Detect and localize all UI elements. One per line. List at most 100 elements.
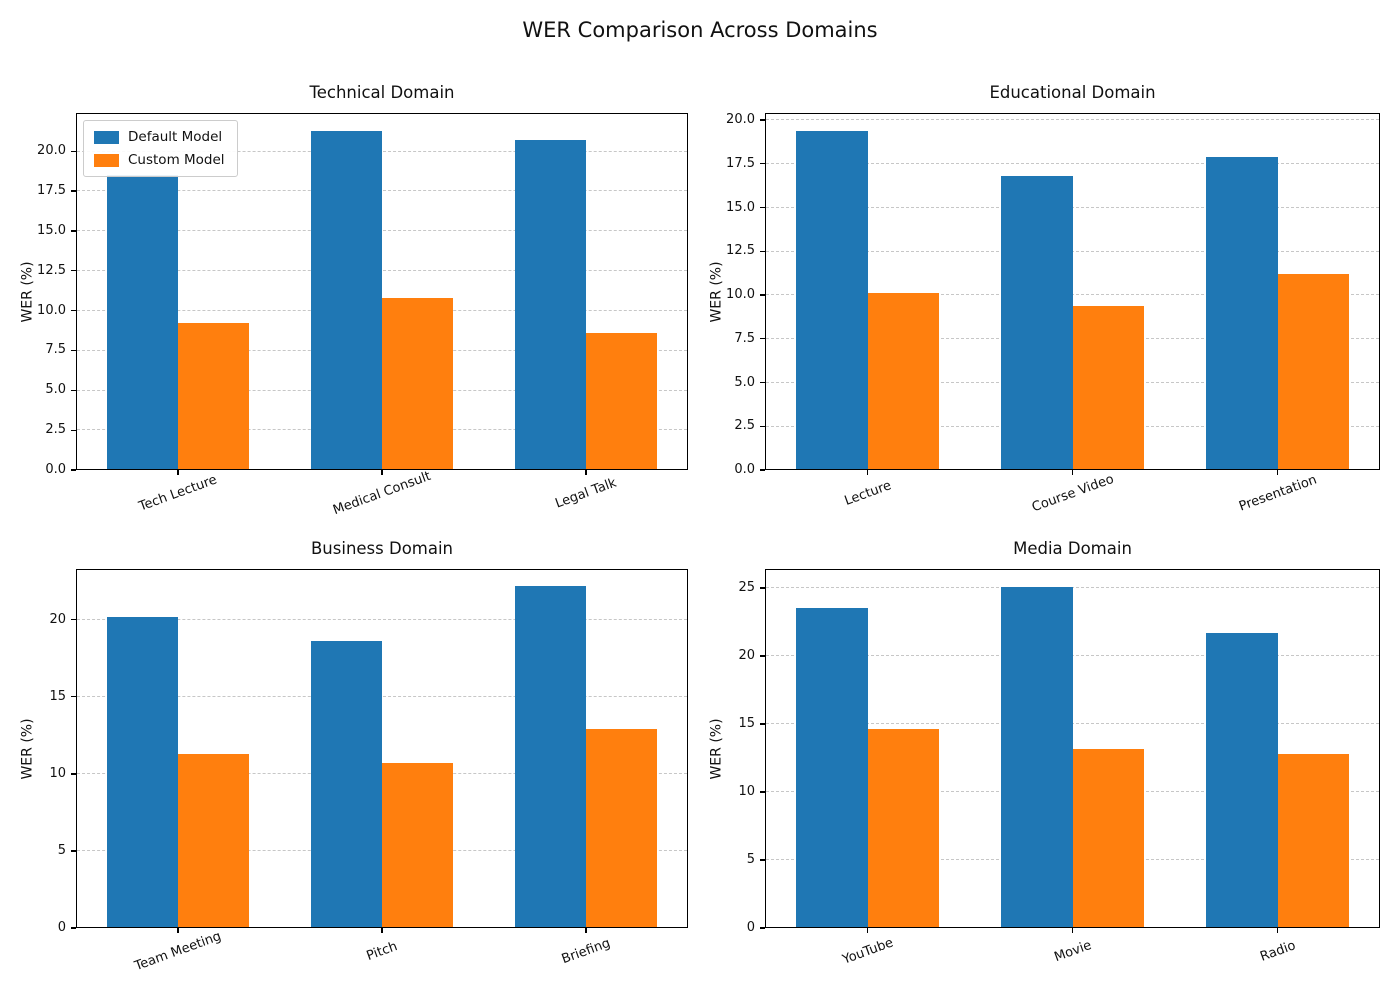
x-tick-mark [585,470,587,475]
y-tick-mark [71,619,76,621]
x-tick-mark [177,928,179,933]
bar-default-model [795,130,868,469]
x-tick-label: Lecture [842,478,893,509]
y-axis-label-technical: WER (%) [20,260,36,323]
y-tick-label: 0 [746,920,755,935]
bar-custom-model [586,332,658,469]
legend-label-default-model: Default Model [128,129,223,145]
gridline [77,270,687,272]
y-tick-mark [71,310,76,312]
y-tick-label: 15.0 [37,222,66,238]
y-tick-mark [71,696,76,698]
x-tick-label: Medical Consult [331,468,433,519]
bar-default-model [106,175,178,469]
bar-custom-model [178,753,250,927]
bar-custom-model [867,293,940,469]
y-tick-label: 20.0 [37,143,66,159]
y-tick-label: 0 [57,920,66,935]
y-tick-label: 0.0 [45,462,66,477]
y-tick-label: 10 [738,784,755,799]
x-tick-mark [1071,470,1074,475]
x-tick-mark [381,928,383,933]
y-tick-mark [760,119,765,121]
legend-label-custom-model: Custom Model [128,152,225,168]
y-tick-mark [760,587,765,589]
bar-default-model [106,616,178,927]
y-tick-mark [71,389,76,391]
y-tick-mark [71,850,76,852]
bar-default-model [310,130,382,469]
y-tick-label: 12.5 [37,262,66,278]
y-tick-mark [760,338,765,340]
y-tick-label: 10 [49,765,66,781]
y-tick-label: 17.5 [726,155,755,171]
x-tick-label: Tech Lecture [136,472,220,515]
x-tick-label: Radio [1257,938,1298,965]
bar-custom-model [586,729,658,927]
y-tick-label: 7.5 [734,330,755,346]
y-tick-mark [71,349,76,352]
y-tick-label: 10.0 [37,302,66,318]
bar-custom-model [867,729,940,927]
gridline [766,119,1379,121]
x-tick-mark [585,928,587,933]
bar-default-model [514,585,586,927]
y-tick-mark [760,791,765,793]
x-tick-label: Pitch [364,939,400,964]
y-tick-label: 25 [738,580,755,596]
x-tick-label: Presentation [1236,472,1319,515]
y-tick-mark [760,425,765,427]
gridline [77,190,687,192]
y-tick-mark [71,469,76,471]
legend-item-custom-model: Custom Model [94,152,225,168]
bar-custom-model [382,763,454,927]
x-tick-label: Legal Talk [553,475,619,512]
y-tick-label: 2.5 [45,422,66,438]
x-tick-mark [1276,470,1279,475]
legend-item-default-model: Default Model [94,129,225,145]
y-tick-label: 7.5 [45,342,66,358]
bar-default-model [1205,156,1278,469]
gridline [766,587,1379,589]
gridline [77,230,687,232]
gridline [766,294,1379,296]
bar-default-model [310,641,382,927]
y-tick-mark [760,163,765,165]
x-tick-mark [1276,928,1279,933]
bar-default-model [1000,176,1073,469]
x-tick-label: Team Meeting [132,928,224,975]
legend-swatch-custom-model [94,153,119,167]
y-tick-label: 5.0 [45,382,66,398]
y-tick-label: 10.0 [726,287,755,302]
gridline [77,696,687,698]
x-tick-label: Briefing [559,935,613,968]
x-tick-mark [1071,928,1074,933]
x-tick-mark [381,470,383,475]
subplot-title-business: Business Domain [310,539,454,558]
y-tick-mark [760,206,765,209]
y-tick-label: 5 [57,842,66,858]
y-tick-mark [71,773,76,775]
x-tick-label: YouTube [840,935,895,968]
y-tick-mark [760,655,765,657]
y-tick-label: 20 [49,611,66,627]
x-tick-label: Movie [1051,937,1094,966]
bar-custom-model [1072,748,1145,927]
gridline [77,150,687,152]
y-tick-mark [760,381,765,384]
gridline [766,206,1379,208]
y-tick-mark [760,927,765,929]
y-tick-mark [760,723,765,725]
y-tick-mark [760,469,765,471]
subplot-title-media: Media Domain [1013,539,1132,558]
y-tick-label: 5.0 [734,374,755,390]
gridline [766,655,1379,657]
bar-custom-model [382,297,454,469]
figure-title: WER Comparison Across Domains [522,18,878,42]
x-tick-mark [177,470,179,475]
y-tick-label: 12.5 [726,243,755,259]
y-tick-mark [760,859,765,861]
bar-custom-model [1277,274,1350,469]
y-tick-mark [71,150,76,152]
y-tick-mark [760,294,765,296]
